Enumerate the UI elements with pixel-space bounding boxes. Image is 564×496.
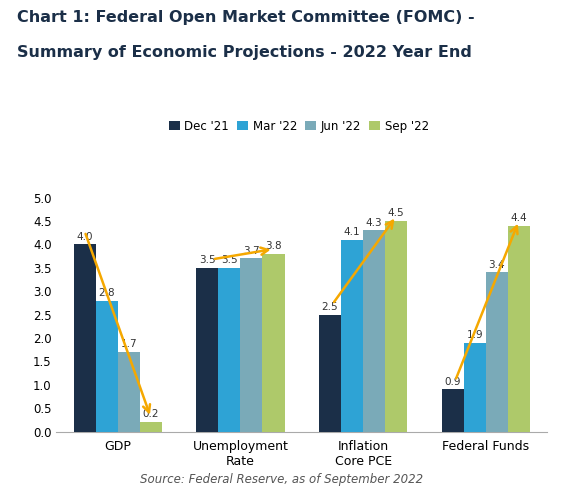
Bar (319, 314, 341, 432)
Legend: Dec '21, Mar '22, Jun '22, Sep '22: Dec '21, Mar '22, Jun '22, Sep '22 (164, 115, 434, 137)
Bar (442, 389, 464, 432)
Text: 4.4: 4.4 (510, 213, 527, 223)
Bar (262, 254, 285, 432)
Text: 2.5: 2.5 (321, 302, 338, 311)
Bar (486, 272, 508, 432)
Text: 0.9: 0.9 (444, 376, 461, 386)
Text: 3.5: 3.5 (199, 255, 215, 265)
Bar (240, 258, 262, 432)
Text: 1.7: 1.7 (121, 339, 137, 349)
Bar (73, 245, 96, 432)
Text: 1.9: 1.9 (466, 330, 483, 340)
Bar (118, 352, 140, 432)
Text: 3.7: 3.7 (243, 246, 260, 255)
Text: 3.4: 3.4 (488, 259, 505, 270)
Text: Summary of Economic Projections - 2022 Year End: Summary of Economic Projections - 2022 Y… (17, 45, 472, 60)
Bar (363, 230, 385, 432)
Bar (218, 268, 240, 432)
Bar (96, 301, 118, 432)
Text: 3.8: 3.8 (265, 241, 282, 251)
Text: 4.1: 4.1 (343, 227, 360, 237)
Bar (341, 240, 363, 432)
Text: 4.5: 4.5 (388, 208, 404, 218)
Bar (385, 221, 407, 432)
Text: Chart 1: Federal Open Market Committee (FOMC) -: Chart 1: Federal Open Market Committee (… (17, 10, 474, 25)
Bar (140, 422, 162, 432)
Text: Source: Federal Reserve, as of September 2022: Source: Federal Reserve, as of September… (140, 473, 424, 486)
Bar (196, 268, 218, 432)
Bar (464, 343, 486, 432)
Text: 0.2: 0.2 (143, 409, 159, 419)
Bar (508, 226, 530, 432)
Text: 4.0: 4.0 (76, 232, 93, 242)
Text: 2.8: 2.8 (98, 288, 115, 298)
Text: 3.5: 3.5 (221, 255, 237, 265)
Text: 4.3: 4.3 (366, 218, 382, 228)
